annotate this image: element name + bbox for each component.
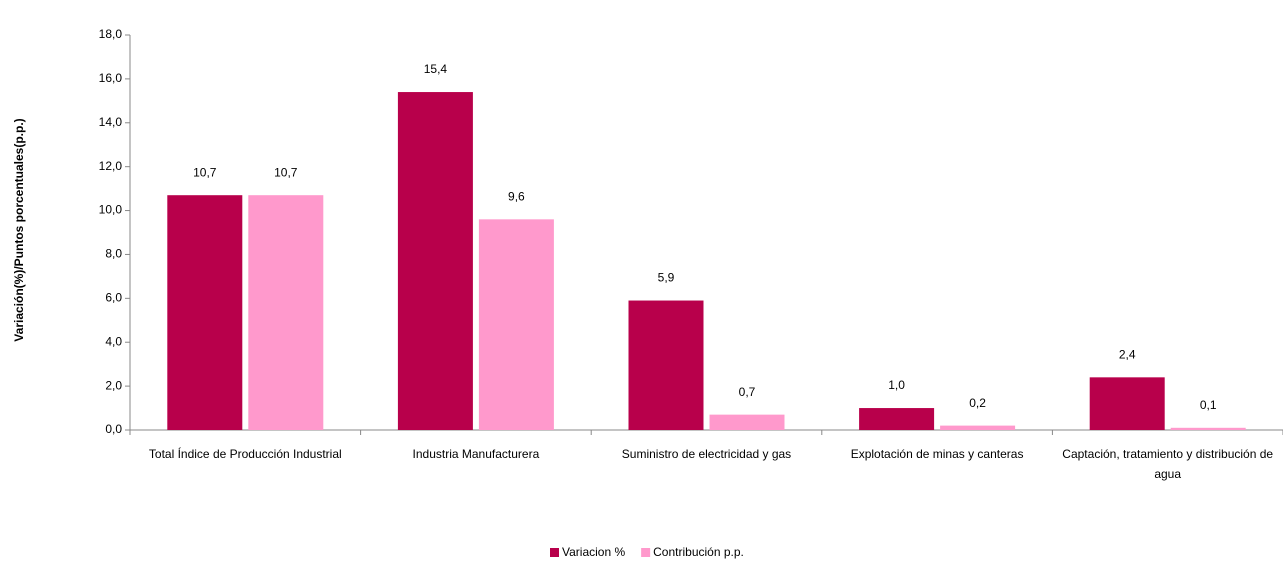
bar [1089, 377, 1165, 430]
x-tick-label: Captación, tratamiento y distribución de… [1062, 447, 1274, 481]
y-tick-label: 6,0 [105, 291, 122, 305]
x-tick-label: Total Índice de Producción Industrial [148, 447, 342, 461]
y-tick-label: 2,0 [105, 378, 122, 392]
x-tick-label: Suministro de electricidad y gas [621, 447, 792, 461]
y-axis-label: Variación(%)/Puntos porcentuales(p.p.) [12, 118, 26, 341]
bar [940, 425, 1016, 430]
bar [478, 219, 554, 430]
value-label: 5,9 [658, 271, 675, 285]
y-tick-label: 18,0 [99, 27, 123, 41]
value-label: 0,2 [969, 396, 986, 410]
bar [397, 92, 473, 431]
value-label: 2,4 [1119, 348, 1136, 362]
legend-label: Contribución p.p. [653, 545, 744, 559]
y-tick-label: 4,0 [105, 334, 122, 348]
value-label: 10,7 [193, 165, 217, 179]
bar [859, 408, 935, 430]
value-label: 9,6 [508, 190, 525, 204]
value-label: 0,7 [739, 385, 756, 399]
bar [628, 300, 704, 430]
legend-label: Variacion % [562, 545, 625, 559]
y-tick-label: 10,0 [99, 203, 123, 217]
legend-swatch [641, 548, 651, 557]
value-label: 0,1 [1200, 398, 1217, 412]
legend-swatch [550, 548, 559, 557]
y-tick-label: 16,0 [99, 71, 123, 85]
value-label: 10,7 [274, 165, 298, 179]
bar [709, 414, 785, 430]
bar [1170, 427, 1246, 430]
value-label: 1,0 [888, 378, 905, 392]
bar [248, 195, 324, 430]
y-tick-label: 0,0 [105, 422, 122, 436]
y-tick-label: 12,0 [99, 159, 123, 173]
y-tick-label: 14,0 [99, 115, 123, 129]
bar [167, 195, 243, 430]
x-tick-label: Explotación de minas y canteras [850, 447, 1024, 461]
y-tick-label: 8,0 [105, 247, 122, 261]
value-label: 15,4 [424, 62, 448, 76]
x-tick-label: Industria Manufacturera [412, 447, 540, 461]
